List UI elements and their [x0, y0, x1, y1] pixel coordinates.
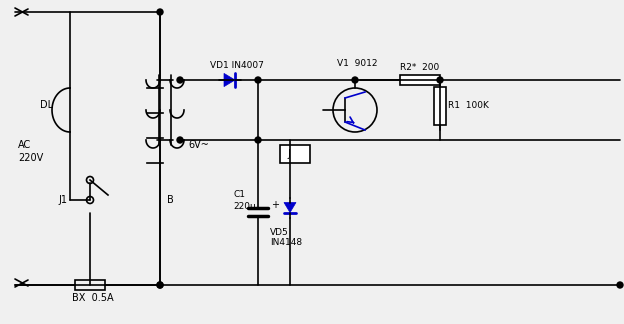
- Text: DL: DL: [40, 100, 53, 110]
- Text: R2*  200: R2* 200: [400, 64, 439, 73]
- Text: 6V~: 6V~: [188, 140, 209, 150]
- Polygon shape: [284, 202, 296, 213]
- Text: C1: C1: [233, 190, 245, 199]
- Circle shape: [437, 77, 443, 83]
- Text: VD5: VD5: [270, 228, 289, 237]
- Text: VD1 IN4007: VD1 IN4007: [210, 62, 264, 71]
- Circle shape: [255, 137, 261, 143]
- Circle shape: [352, 77, 358, 83]
- Circle shape: [157, 282, 163, 288]
- Text: IN4148: IN4148: [270, 238, 302, 247]
- Circle shape: [157, 9, 163, 15]
- Bar: [280, 145, 310, 163]
- Text: 220V: 220V: [18, 153, 43, 163]
- Text: 220u: 220u: [233, 202, 256, 211]
- Bar: [434, 87, 446, 125]
- Text: R1  100K: R1 100K: [448, 100, 489, 110]
- Circle shape: [157, 282, 163, 288]
- Text: J1: J1: [58, 195, 67, 205]
- Text: J: J: [287, 149, 290, 159]
- Bar: [75, 280, 105, 290]
- Circle shape: [617, 282, 623, 288]
- Circle shape: [255, 77, 261, 83]
- Text: B: B: [167, 195, 173, 205]
- Text: V1  9012: V1 9012: [337, 60, 378, 68]
- Text: +: +: [271, 201, 279, 211]
- Circle shape: [177, 137, 183, 143]
- Polygon shape: [224, 74, 235, 87]
- Text: BX  0.5A: BX 0.5A: [72, 293, 114, 303]
- Text: AC: AC: [18, 140, 31, 150]
- Bar: [400, 75, 440, 85]
- Circle shape: [177, 77, 183, 83]
